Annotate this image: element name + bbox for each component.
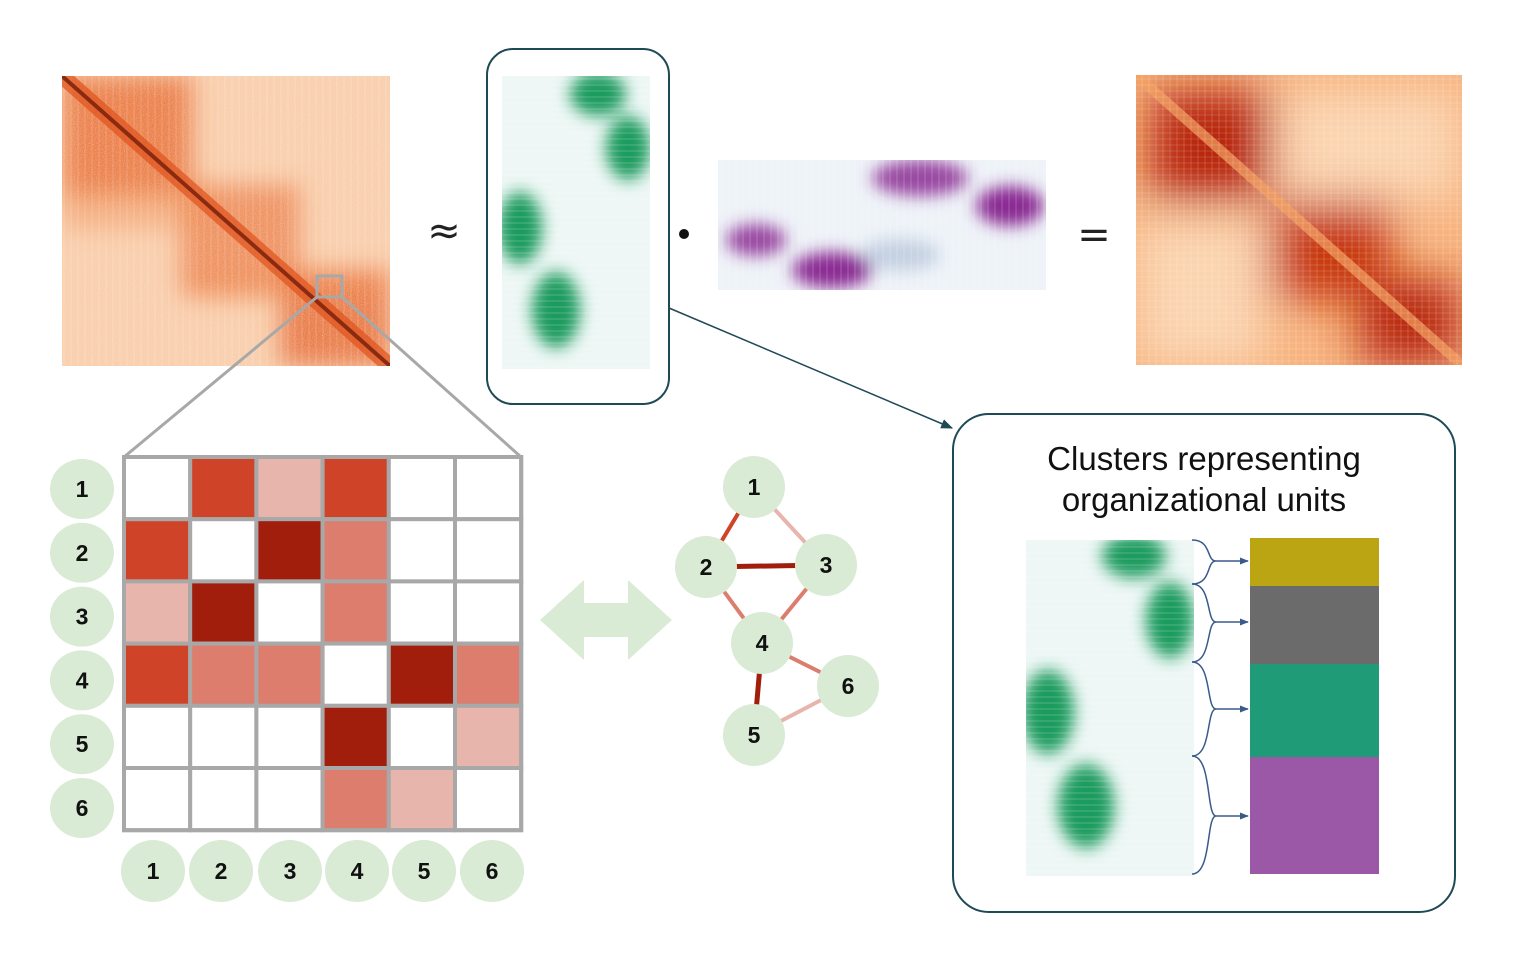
matrix-cell [320, 766, 391, 833]
col-label: 3 [284, 858, 297, 884]
row-labels: 1 2 3 4 5 6 [50, 459, 114, 838]
approx-symbol: ≈ [427, 208, 461, 254]
matrix-cell [320, 579, 391, 646]
graph-node [795, 534, 857, 596]
row-label-circle [50, 650, 114, 711]
cluster-title-line1: Clusters representing [1047, 440, 1361, 477]
w-factor-panel [486, 48, 670, 405]
cluster-block [1250, 757, 1379, 874]
matrix-cell [386, 455, 457, 522]
reconstructed-map [1136, 75, 1462, 365]
cluster-title-line2: organizational units [1062, 481, 1346, 518]
graph-node [731, 612, 793, 674]
matrix-cell [122, 517, 193, 584]
row-label: 5 [76, 731, 89, 757]
matrix-cell [386, 517, 457, 584]
row-label: 1 [76, 476, 89, 502]
col-label-circle [392, 840, 456, 902]
graph-node [817, 655, 879, 717]
col-label: 1 [147, 858, 160, 884]
col-label: 6 [486, 858, 499, 884]
matrix-cell [453, 579, 524, 646]
equivalence-arrow [540, 580, 672, 660]
hic-contact-map [62, 76, 390, 366]
matrix-cell [254, 703, 325, 770]
zoom-box [315, 274, 344, 299]
col-label-circle [258, 840, 322, 902]
graph-node-label: 3 [820, 552, 833, 578]
matrix-cell [254, 579, 325, 646]
matrix-cell [320, 703, 391, 770]
graph-node-label: 2 [700, 554, 713, 580]
row-label-circle [50, 459, 114, 519]
matrix-cell [188, 517, 259, 584]
matrix-cell [188, 641, 259, 708]
cluster-block [1250, 538, 1379, 586]
col-label-circle [460, 840, 524, 902]
w-factor-matrix [502, 76, 650, 369]
row-label: 3 [76, 604, 89, 630]
matrix-cell [320, 455, 391, 522]
graph-node [675, 536, 737, 598]
matrix-cell [386, 766, 457, 833]
w-to-clusters-arrow [668, 307, 954, 429]
col-label: 5 [418, 858, 431, 884]
matrix-cell [453, 641, 524, 708]
matrix-cell [122, 455, 193, 522]
cluster-color-bar [1250, 538, 1379, 874]
matrix-cell [254, 641, 325, 708]
matrix-cell [453, 766, 524, 833]
matrix-cell [122, 641, 193, 708]
col-label: 2 [215, 858, 228, 884]
matrix-border [122, 455, 524, 833]
col-labels: 1 2 3 4 5 6 [121, 840, 524, 902]
col-label: 4 [351, 858, 364, 884]
dot-symbol [679, 229, 689, 239]
matrix-cell [453, 703, 524, 770]
matrix-cell [254, 766, 325, 833]
cluster-block [1250, 586, 1379, 664]
graph-nodes: 1 2 3 4 5 6 [675, 456, 879, 766]
matrix-cell [188, 579, 259, 646]
matrix-cell [320, 641, 391, 708]
graph-node [723, 456, 785, 518]
col-label-circle [189, 840, 253, 902]
graph-node-label: 4 [756, 630, 769, 656]
col-label-circle [121, 840, 185, 902]
matrix-cell [254, 455, 325, 522]
graph-node [723, 704, 785, 766]
matrix-cell [122, 703, 193, 770]
row-label: 6 [76, 795, 89, 821]
graph-node-label: 5 [748, 722, 761, 748]
matrix-cell [254, 517, 325, 584]
row-label-circle [50, 778, 114, 838]
cluster-braces [1191, 539, 1249, 875]
col-label-circle [325, 840, 389, 902]
matrix-cell [386, 641, 457, 708]
matrix-cell [453, 455, 524, 522]
row-label-circle [50, 586, 114, 647]
h-factor-matrix [718, 160, 1046, 290]
row-label: 2 [76, 540, 89, 566]
matrix-cell [122, 579, 193, 646]
adjacency-matrix [122, 455, 524, 833]
matrix-cell [453, 517, 524, 584]
cluster-w-matrix [1026, 540, 1194, 876]
graph-node-label: 6 [842, 673, 855, 699]
matrix-cell [386, 703, 457, 770]
row-label-circle [50, 714, 114, 775]
equals-symbol: = [1077, 212, 1111, 258]
matrix-cell [386, 579, 457, 646]
row-label: 4 [76, 667, 89, 693]
matrix-cell [122, 766, 193, 833]
matrix-cell [320, 517, 391, 584]
cluster-block [1250, 664, 1379, 757]
matrix-cell [188, 455, 259, 522]
matrix-cell [188, 766, 259, 833]
matrix-cell [188, 703, 259, 770]
graph-node-label: 1 [748, 474, 761, 500]
row-label-circle [50, 522, 114, 583]
